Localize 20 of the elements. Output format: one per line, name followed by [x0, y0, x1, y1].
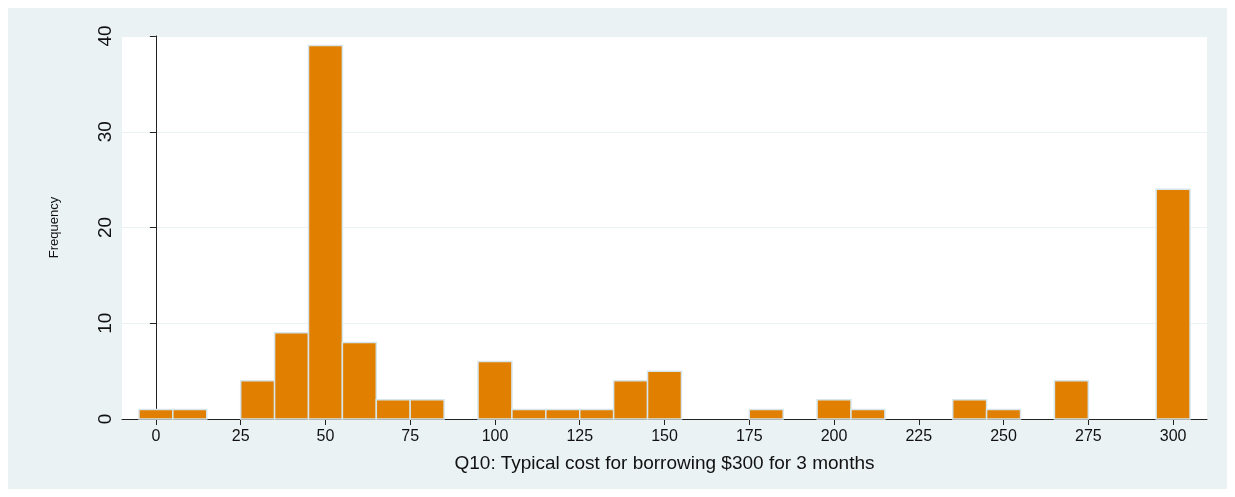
- y-tick-label: 0: [94, 413, 115, 425]
- x-tick-label: 250: [990, 426, 1018, 444]
- x-tick-label: 75: [401, 426, 420, 444]
- x-tick-label: 0: [151, 426, 161, 444]
- y-tick-label: 30: [94, 121, 115, 143]
- y-tick-label: 40: [94, 25, 115, 47]
- x-tick-label: 175: [735, 426, 763, 444]
- x-tick-label: 50: [316, 426, 335, 444]
- x-axis-title: Q10: Typical cost for borrowing $300 for 3 months: [454, 452, 875, 473]
- x-tick-label: 275: [1074, 426, 1102, 444]
- x-tick-label: 300: [1159, 426, 1187, 444]
- x-tick-label: 25: [231, 426, 250, 444]
- x-tick-label: 150: [651, 426, 678, 444]
- x-tick-label: 200: [820, 426, 848, 444]
- y-tick-label: 20: [94, 216, 115, 239]
- x-tick-label: 225: [905, 426, 933, 444]
- y-tick-label: 10: [94, 312, 115, 334]
- x-tick-label: 125: [566, 426, 594, 444]
- y-axis-title: Frequency: [46, 196, 61, 259]
- x-tick-label: 100: [481, 426, 509, 444]
